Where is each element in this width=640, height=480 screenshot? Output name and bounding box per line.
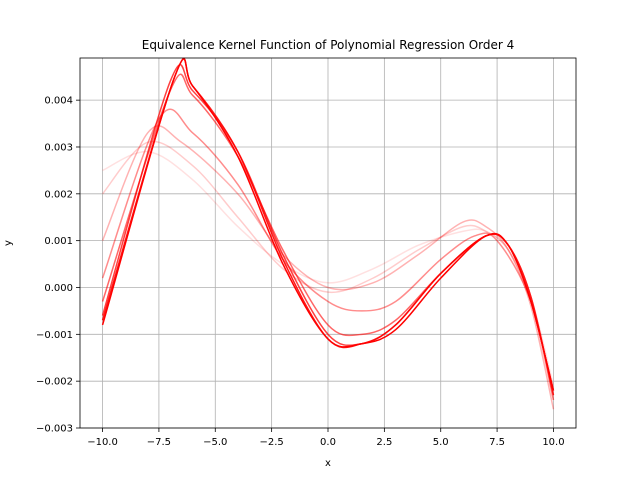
y-tick-label: −0.002: [36, 377, 73, 388]
series-lines: [101, 57, 555, 410]
chart-title: Equivalence Kernel Function of Polynomia…: [142, 38, 515, 52]
x-tick-label: −5.0: [203, 437, 227, 448]
x-tick-label: 7.5: [489, 437, 505, 448]
kernel-series-line-8: [101, 57, 555, 391]
x-tick-label: −10.0: [87, 437, 118, 448]
y-tick-label: −0.003: [36, 424, 73, 435]
x-tick-label: 0.0: [320, 437, 336, 448]
kernel-series-line-3: [101, 125, 555, 410]
y-tick-label: 0.000: [44, 283, 73, 294]
x-tick-label: 2.5: [376, 437, 392, 448]
x-tick-label: −2.5: [259, 437, 283, 448]
x-ticks: −10.0 −7.5 −5.0 −2.5 0.0 2.5 5.0 7.5 10.0: [87, 428, 565, 448]
y-tick-label: 0.003: [44, 142, 73, 153]
y-tick-label: 0.004: [44, 96, 73, 107]
y-ticks: −0.003 −0.002 −0.001 0.000 0.001 0.002 0.003 0.…: [36, 96, 80, 435]
y-tick-label: −0.001: [36, 330, 73, 341]
y-axis-label: y: [3, 240, 14, 246]
y-tick-label: 0.002: [44, 189, 73, 200]
kernel-series-line-1: [102, 150, 555, 387]
x-axis-label: x: [325, 458, 331, 469]
x-tick-label: 5.0: [433, 437, 449, 448]
x-tick-label: 10.0: [542, 437, 564, 448]
kernel-series-line-4: [101, 108, 555, 401]
x-tick-label: −7.5: [147, 437, 171, 448]
kernel-series-line-2: [101, 140, 555, 401]
y-tick-label: 0.001: [44, 236, 73, 247]
grid: [80, 58, 576, 429]
